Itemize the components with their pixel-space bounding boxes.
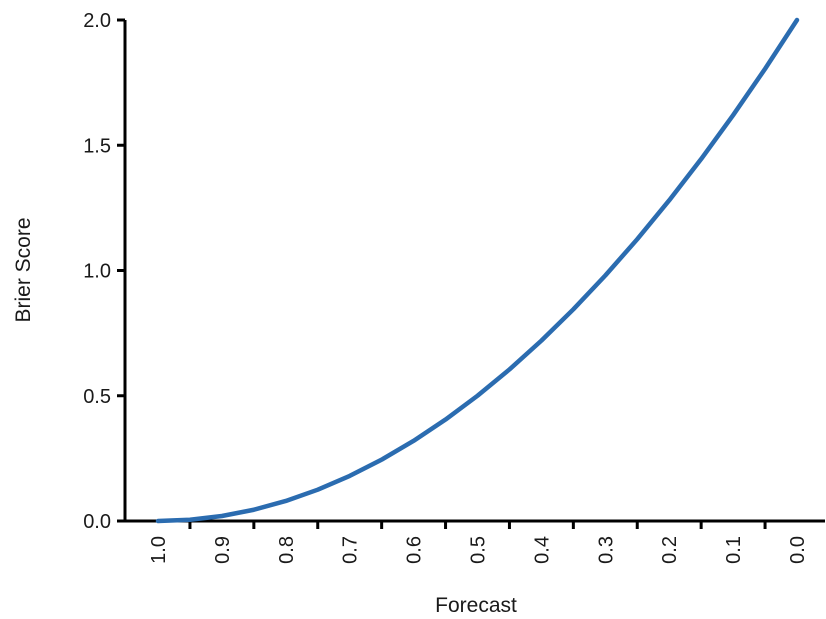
x-tick-label: 0.4 [531,536,553,564]
x-tick-label: 0.5 [468,536,490,564]
y-tick-label: 1.5 [83,135,111,157]
axes [123,20,825,523]
x-tick-label: 0.2 [659,536,681,564]
y-axis-title: Brier Score [12,217,35,322]
plot-area [155,17,800,524]
ticks: 0.0 0.5 1.0 1.5 2.0 1.0 0.9 0.8 0.7 0.6 0.5 0.4 0.3 0… [83,10,809,564]
x-tick-label: 0.0 [787,536,809,564]
x-tick-label: 0.7 [340,536,362,564]
x-tick-label: 0.3 [595,536,617,564]
x-tick-label: 0.8 [276,536,298,564]
x-tick-label: 1.0 [148,536,170,564]
x-tick-label: 0.9 [212,536,234,564]
y-tick-label: 0.0 [83,511,111,533]
y-tick-label: 2.0 [83,10,111,32]
x-axis-title: Forecast [435,594,517,617]
x-tick-label: 0.6 [404,536,426,564]
x-tick-label: 0.1 [723,536,745,564]
y-tick-label: 0.5 [83,386,111,408]
y-tick-label: 1.0 [83,261,111,283]
brier-score-line [155,17,800,524]
